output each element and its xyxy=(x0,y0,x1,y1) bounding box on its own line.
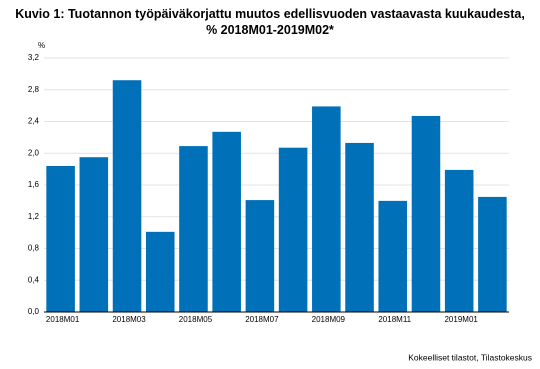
x-tick-label: 2019M01 xyxy=(444,315,478,324)
y-tick-label: 2,8 xyxy=(28,85,40,94)
x-tick-label: 2018M07 xyxy=(245,315,279,324)
y-tick-label: 0,8 xyxy=(28,244,40,253)
y-tick-label: 1,6 xyxy=(28,180,40,189)
bar xyxy=(278,147,308,312)
bar xyxy=(79,157,109,312)
bar xyxy=(345,142,374,312)
chart-title: Kuvio 1: Tuotannon työpäiväkorjattu muut… xyxy=(15,7,525,37)
y-axis-unit: % xyxy=(38,41,45,50)
bar xyxy=(444,169,474,312)
bar xyxy=(179,146,208,312)
bar xyxy=(46,165,75,312)
y-tick-label: 2,4 xyxy=(28,117,40,126)
bar xyxy=(245,200,275,312)
y-tick-label: 0,0 xyxy=(28,307,40,316)
x-tick-label: 2018M05 xyxy=(179,315,213,324)
x-tick-label: 2018M03 xyxy=(112,315,146,324)
source-note: Kokeelliset tilastot, Tilastokeskus xyxy=(408,352,532,362)
y-tick-label: 1,2 xyxy=(28,212,40,221)
bar xyxy=(145,231,175,312)
bar xyxy=(478,196,507,312)
y-tick-label: 2,0 xyxy=(28,148,40,157)
bar xyxy=(378,200,408,312)
bar xyxy=(411,115,441,312)
y-tick-label: 3,2 xyxy=(28,53,40,62)
x-tick-label: 2018M11 xyxy=(378,315,411,324)
bar xyxy=(312,106,341,312)
bar xyxy=(112,80,142,312)
x-tick-label: 2018M09 xyxy=(312,315,346,324)
y-tick-label: 0,4 xyxy=(28,275,40,284)
x-tick-label: 2018M01 xyxy=(46,315,80,324)
bar xyxy=(212,131,241,312)
